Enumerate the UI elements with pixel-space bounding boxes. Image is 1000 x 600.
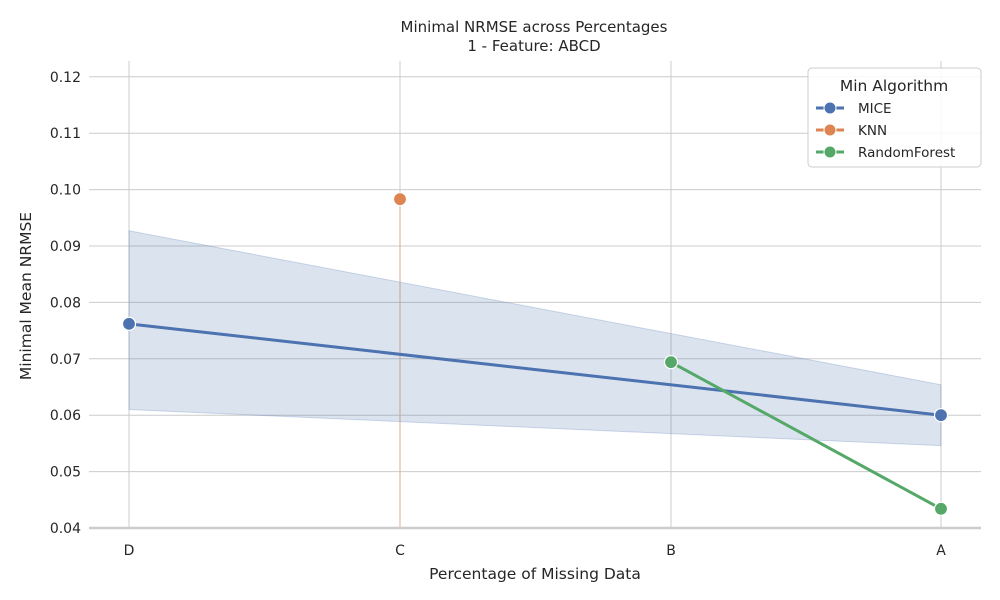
series-line-randomforest — [669, 360, 943, 511]
series-lines — [127, 199, 943, 528]
x-tick-label: A — [936, 543, 946, 559]
point-mice-a — [933, 408, 949, 423]
y-tick-label: 0.12 — [50, 70, 81, 86]
legend-marker-mice — [823, 101, 837, 115]
y-tick-label: 0.11 — [50, 126, 81, 142]
chart-subtitle: 1 - Feature: ABCD — [467, 37, 600, 55]
y-axis-label: Minimal Mean NRMSE — [17, 212, 35, 380]
legend-items: MICE KNN RandomForest — [816, 101, 955, 161]
y-tick-label: 0.05 — [50, 465, 81, 481]
legend-marker-randomforest — [823, 145, 837, 159]
point-randomforest-b — [663, 355, 679, 370]
legend-label-knn: KNN — [858, 123, 887, 139]
y-tick-label: 0.08 — [50, 295, 81, 311]
series-line-mice — [127, 322, 943, 417]
legend-marker-knn — [823, 123, 837, 137]
legend-label-mice: MICE — [858, 101, 892, 117]
point-knn-c — [392, 192, 408, 207]
point-mice-d — [121, 316, 137, 331]
legend-title: Min Algorithm — [840, 77, 948, 95]
legend: Min Algorithm MICE KNN RandomForest — [807, 67, 982, 168]
x-tick-label: D — [124, 543, 135, 559]
legend-label-randomforest: RandomForest — [858, 145, 955, 161]
x-tick-label: B — [666, 543, 676, 559]
x-tick-label: C — [395, 543, 405, 559]
gridlines — [89, 61, 981, 529]
chart-title: Minimal NRMSE across Percentages — [401, 18, 668, 36]
legend-frame — [807, 67, 982, 168]
x-axis-label: Percentage of Missing Data — [429, 565, 641, 583]
y-tick-label: 0.04 — [50, 521, 81, 537]
y-tick-label: 0.07 — [50, 352, 81, 368]
y-tick-label: 0.09 — [50, 239, 81, 255]
y-tick-label: 0.06 — [50, 408, 81, 424]
series-markers — [121, 192, 949, 516]
axes: 0.04 0.05 0.06 0.07 0.08 0.09 0.10 0.11 0.12 D C B A — [50, 70, 981, 559]
point-randomforest-a — [933, 501, 949, 516]
y-tick-label: 0.10 — [50, 183, 81, 199]
